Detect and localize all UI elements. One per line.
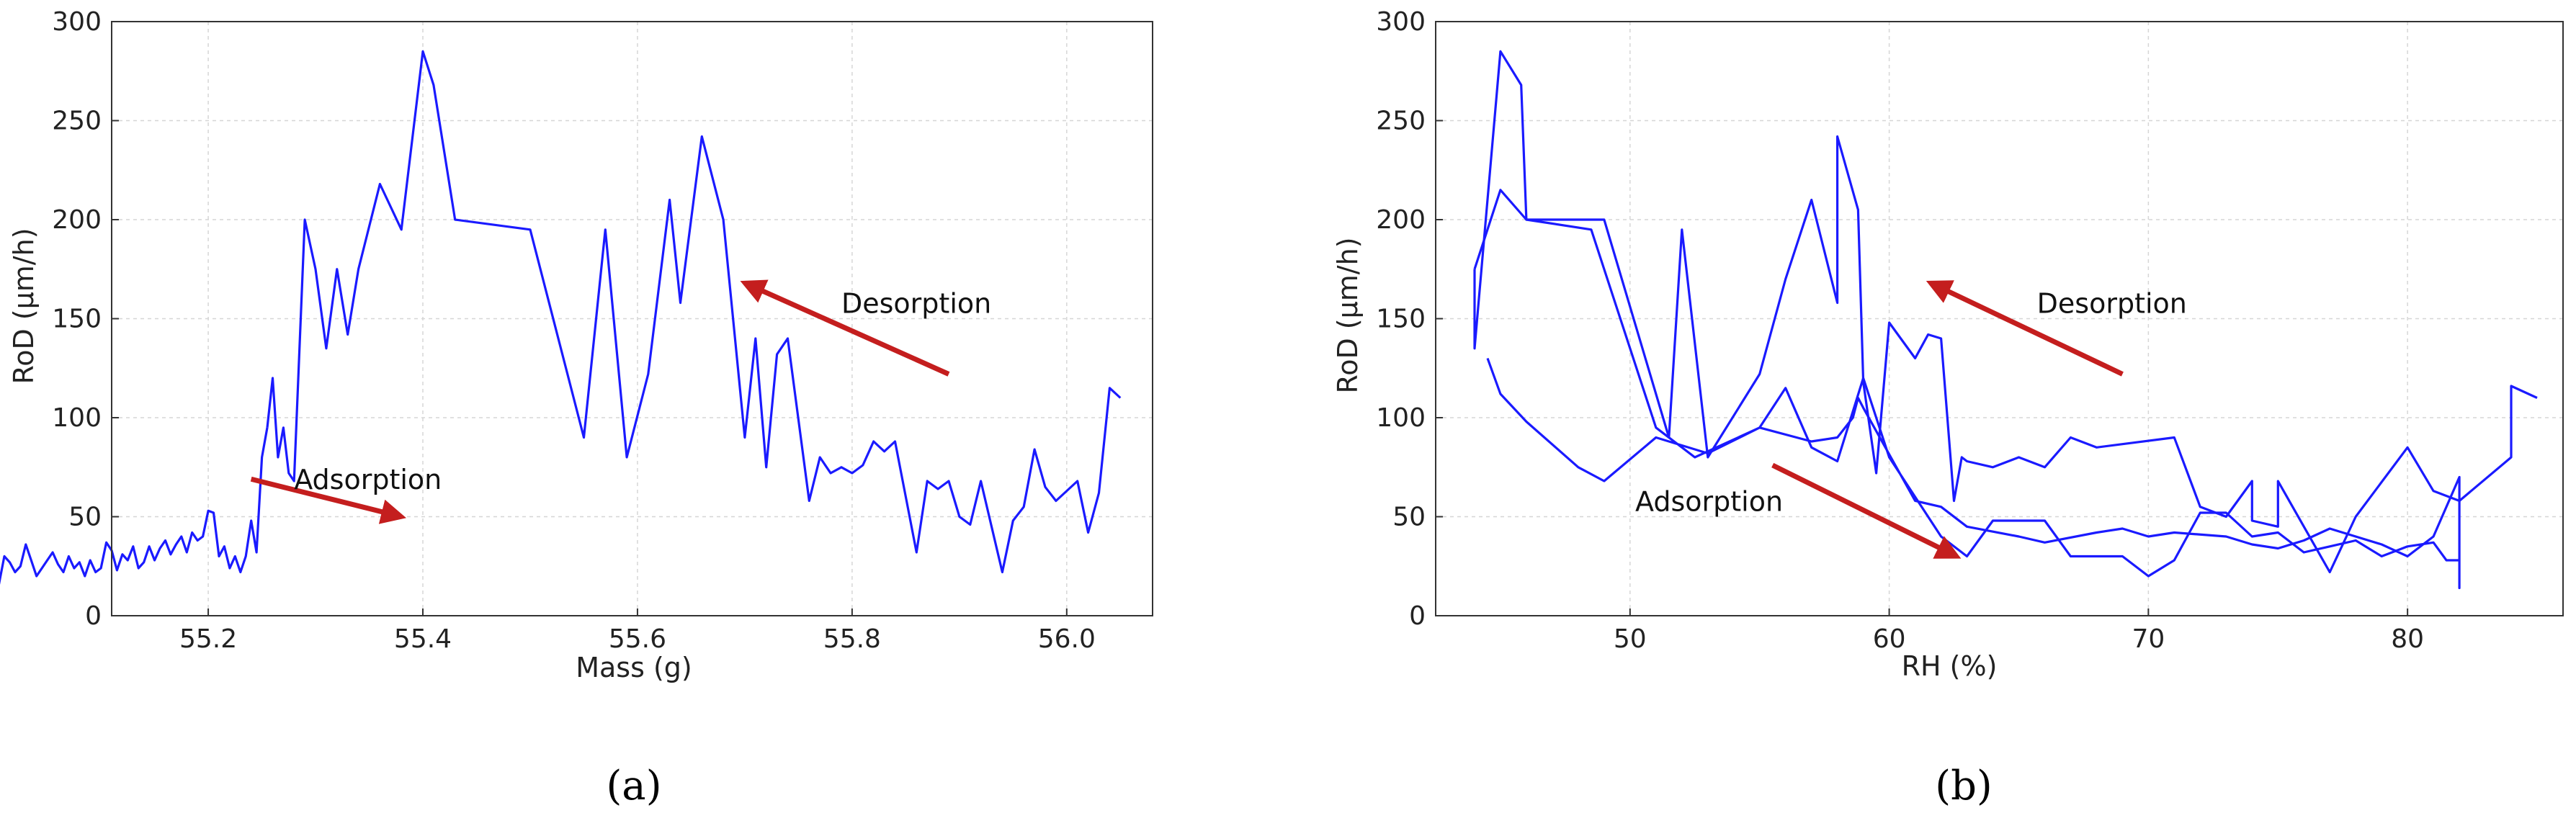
y-tick-label: 100 [1376,403,1426,433]
y-tick-label: 50 [1392,503,1426,532]
y-tick-label: 50 [68,503,102,532]
series-line-1 [266,50,1122,574]
x-tick-label: 55.2 [179,624,237,654]
adsorption-arrow [1771,462,1962,559]
adsorption-arrow [250,476,407,524]
desorption-arrow [740,279,950,377]
y-tick-label: 250 [1376,107,1426,136]
y-axis-title: RoD (μm/h) [8,228,40,384]
y-tick-label: 200 [1376,205,1426,235]
desorption-arrow [1926,280,2124,377]
desorption-label: Desorption [2037,287,2187,319]
x-tick-label: 56.0 [1038,624,1096,654]
y-axis-title: RoD (μm/h) [1332,237,1364,393]
x-tick-label: 80 [2391,624,2424,654]
x-tick-label: 55.4 [394,624,452,654]
adsorption-label: Adsorption [294,464,442,495]
x-tick-label: 60 [1873,624,1906,654]
panel-label-a: (a) [606,763,661,809]
chart-b: 50 60 70 80 0 50 100 150 200 250 300 Desorption Ads… [1332,7,2564,809]
panel-label-b: (b) [1935,763,1993,809]
y-tick-label: 300 [52,7,102,37]
y-tick-label: 200 [52,205,102,235]
y-tick-label: 0 [85,601,102,631]
series-line-1 [1473,50,2538,574]
chart-a: 55.2 55.4 55.6 55.8 56.0 0 50 100 150 200 250 300 D… [0,7,1153,809]
x-tick-label: 55.8 [823,624,881,654]
x-axis-title: Mass (g) [576,652,692,683]
y-tick-label: 250 [52,107,102,136]
y-tick-label: 300 [1376,7,1426,37]
adsorption-label: Adsorption [1635,485,1783,517]
x-tick-label: 55.6 [609,624,666,654]
x-tick-label: 50 [1614,624,1647,654]
y-tick-label: 150 [1376,305,1426,334]
series-line-2 [1473,189,2461,590]
y-tick-label: 150 [52,305,102,334]
x-axis-title: RH (%) [1902,650,1998,682]
y-tick-label: 100 [52,403,102,433]
desorption-label: Desorption [841,287,991,319]
series-line-2 [0,427,269,585]
y-tick-label: 0 [1409,601,1426,631]
x-tick-label: 70 [2132,624,2165,654]
